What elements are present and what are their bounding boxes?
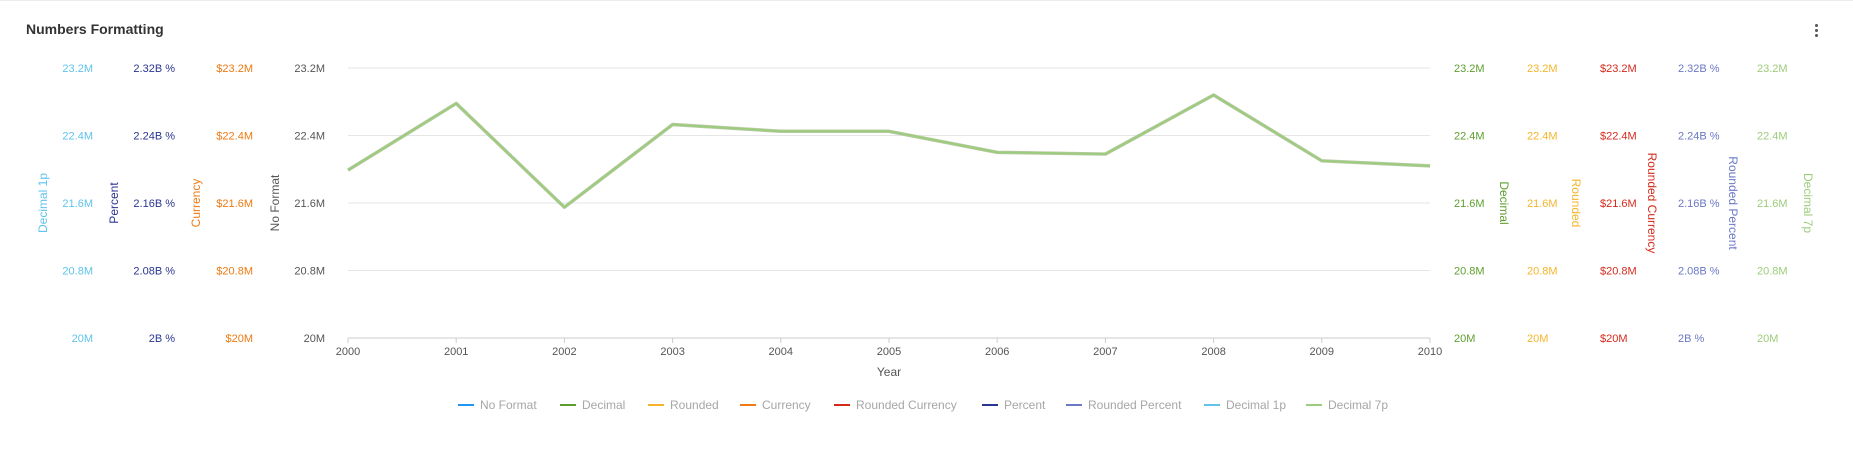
y-axis-title: No Format [268, 174, 282, 231]
legend-item[interactable]: Currency [740, 398, 811, 412]
legend-label: No Format [480, 398, 537, 412]
menu-dot [1814, 28, 1818, 32]
series-line [347, 94, 1431, 209]
y-tick-label: 20M [72, 333, 93, 345]
y-tick-label: 2.32B % [133, 63, 175, 75]
y-tick-label: $22.4M [1600, 131, 1637, 143]
y-tick-label: 20.8M [62, 266, 93, 278]
y-tick-label: 20.8M [1454, 266, 1485, 278]
y-tick-label: 2B % [149, 333, 176, 345]
legend-item[interactable]: Decimal [560, 398, 625, 412]
legend-label: Decimal 1p [1226, 398, 1286, 412]
x-tick-label: 2003 [660, 346, 684, 358]
legend-label: Decimal [582, 398, 625, 412]
y-tick-label: 23.2M [1757, 63, 1788, 75]
y-tick-label: $21.6M [216, 198, 253, 210]
y-tick-label: 20M [1757, 333, 1778, 345]
y-axis-title: Rounded Percent [1726, 156, 1740, 250]
y-tick-label: $23.2M [1600, 63, 1637, 75]
y-tick-label: $20M [1600, 333, 1628, 345]
x-axis-title: Year [877, 365, 901, 379]
y-tick-label: 22.4M [62, 131, 93, 143]
y-tick-label: 2.16B % [1678, 198, 1720, 210]
y-tick-label: $23.2M [216, 63, 253, 75]
x-tick-label: 2005 [877, 346, 901, 358]
y-tick-label: 2.08B % [1678, 266, 1720, 278]
x-tick-label: 2000 [336, 346, 360, 358]
legend-label: Rounded Percent [1088, 398, 1182, 412]
y-tick-label: 23.2M [1454, 63, 1485, 75]
legend-item[interactable]: Rounded [648, 398, 719, 412]
x-tick-label: 2004 [769, 346, 793, 358]
y-tick-label: 22.4M [294, 131, 325, 143]
x-tick-label: 2009 [1310, 346, 1334, 358]
chart-title: Numbers Formatting [26, 21, 164, 37]
y-axis-title: Percent [107, 182, 121, 224]
x-tick-label: 2010 [1418, 346, 1442, 358]
y-tick-label: 22.4M [1757, 131, 1788, 143]
y-tick-label: 21.6M [1527, 198, 1558, 210]
y-tick-label: 21.6M [62, 198, 93, 210]
legend-item[interactable]: Percent [982, 398, 1046, 412]
y-tick-label: 20.8M [294, 266, 325, 278]
x-tick-label: 2008 [1201, 346, 1225, 358]
y-tick-label: $20.8M [1600, 266, 1637, 278]
y-tick-label: 2.32B % [1678, 63, 1720, 75]
y-tick-label: 22.4M [1527, 131, 1558, 143]
y-tick-label: 2.24B % [1678, 131, 1720, 143]
y-tick-label: $21.6M [1600, 198, 1637, 210]
y-tick-label: 2B % [1678, 333, 1705, 345]
y-tick-label: 23.2M [294, 63, 325, 75]
y-tick-label: 21.6M [294, 198, 325, 210]
x-tick-label: 2001 [444, 346, 468, 358]
y-tick-label: 20M [304, 333, 325, 345]
y-tick-label: 20.8M [1757, 266, 1788, 278]
y-axis-title: Rounded Currency [1645, 153, 1659, 254]
y-tick-label: 2.16B % [133, 198, 175, 210]
y-tick-label: 21.6M [1454, 198, 1485, 210]
more-options-icon[interactable] [1808, 18, 1824, 42]
legend-label: Currency [762, 398, 811, 412]
y-axis-title: Rounded [1569, 179, 1583, 228]
y-tick-label: 20M [1454, 333, 1475, 345]
y-tick-label: 22.4M [1454, 131, 1485, 143]
legend-label: Rounded Currency [856, 398, 957, 412]
legend-item[interactable]: Decimal 1p [1204, 398, 1286, 412]
legend-label: Rounded [670, 398, 719, 412]
series-line-shadow [347, 93, 1431, 209]
menu-dot [1814, 33, 1818, 37]
x-tick-label: 2007 [1093, 346, 1117, 358]
y-axis-title: Decimal 7p [1801, 173, 1815, 233]
y-tick-label: $20M [225, 333, 253, 345]
y-tick-label: 21.6M [1757, 198, 1788, 210]
legend-item[interactable]: Decimal 7p [1306, 398, 1388, 412]
legend-label: Percent [1004, 398, 1046, 412]
legend-item[interactable]: Rounded Percent [1066, 398, 1182, 412]
x-tick-label: 2006 [985, 346, 1009, 358]
y-tick-label: $20.8M [216, 266, 253, 278]
legend-item[interactable]: Rounded Currency [834, 398, 957, 412]
y-axis-title: Decimal [1497, 181, 1511, 224]
menu-dot [1814, 23, 1818, 27]
y-tick-label: 2.24B % [133, 131, 175, 143]
y-tick-label: 2.08B % [133, 266, 175, 278]
legend-label: Decimal 7p [1328, 398, 1388, 412]
x-tick-label: 2002 [552, 346, 576, 358]
y-tick-label: 20M [1527, 333, 1548, 345]
y-tick-label: 20.8M [1527, 266, 1558, 278]
y-axis-title: Decimal 1p [36, 173, 50, 233]
legend-item[interactable]: No Format [458, 398, 537, 412]
y-axis-title: Currency [189, 179, 203, 228]
y-tick-label: $22.4M [216, 131, 253, 143]
y-tick-label: 23.2M [1527, 63, 1558, 75]
y-tick-label: 23.2M [62, 63, 93, 75]
